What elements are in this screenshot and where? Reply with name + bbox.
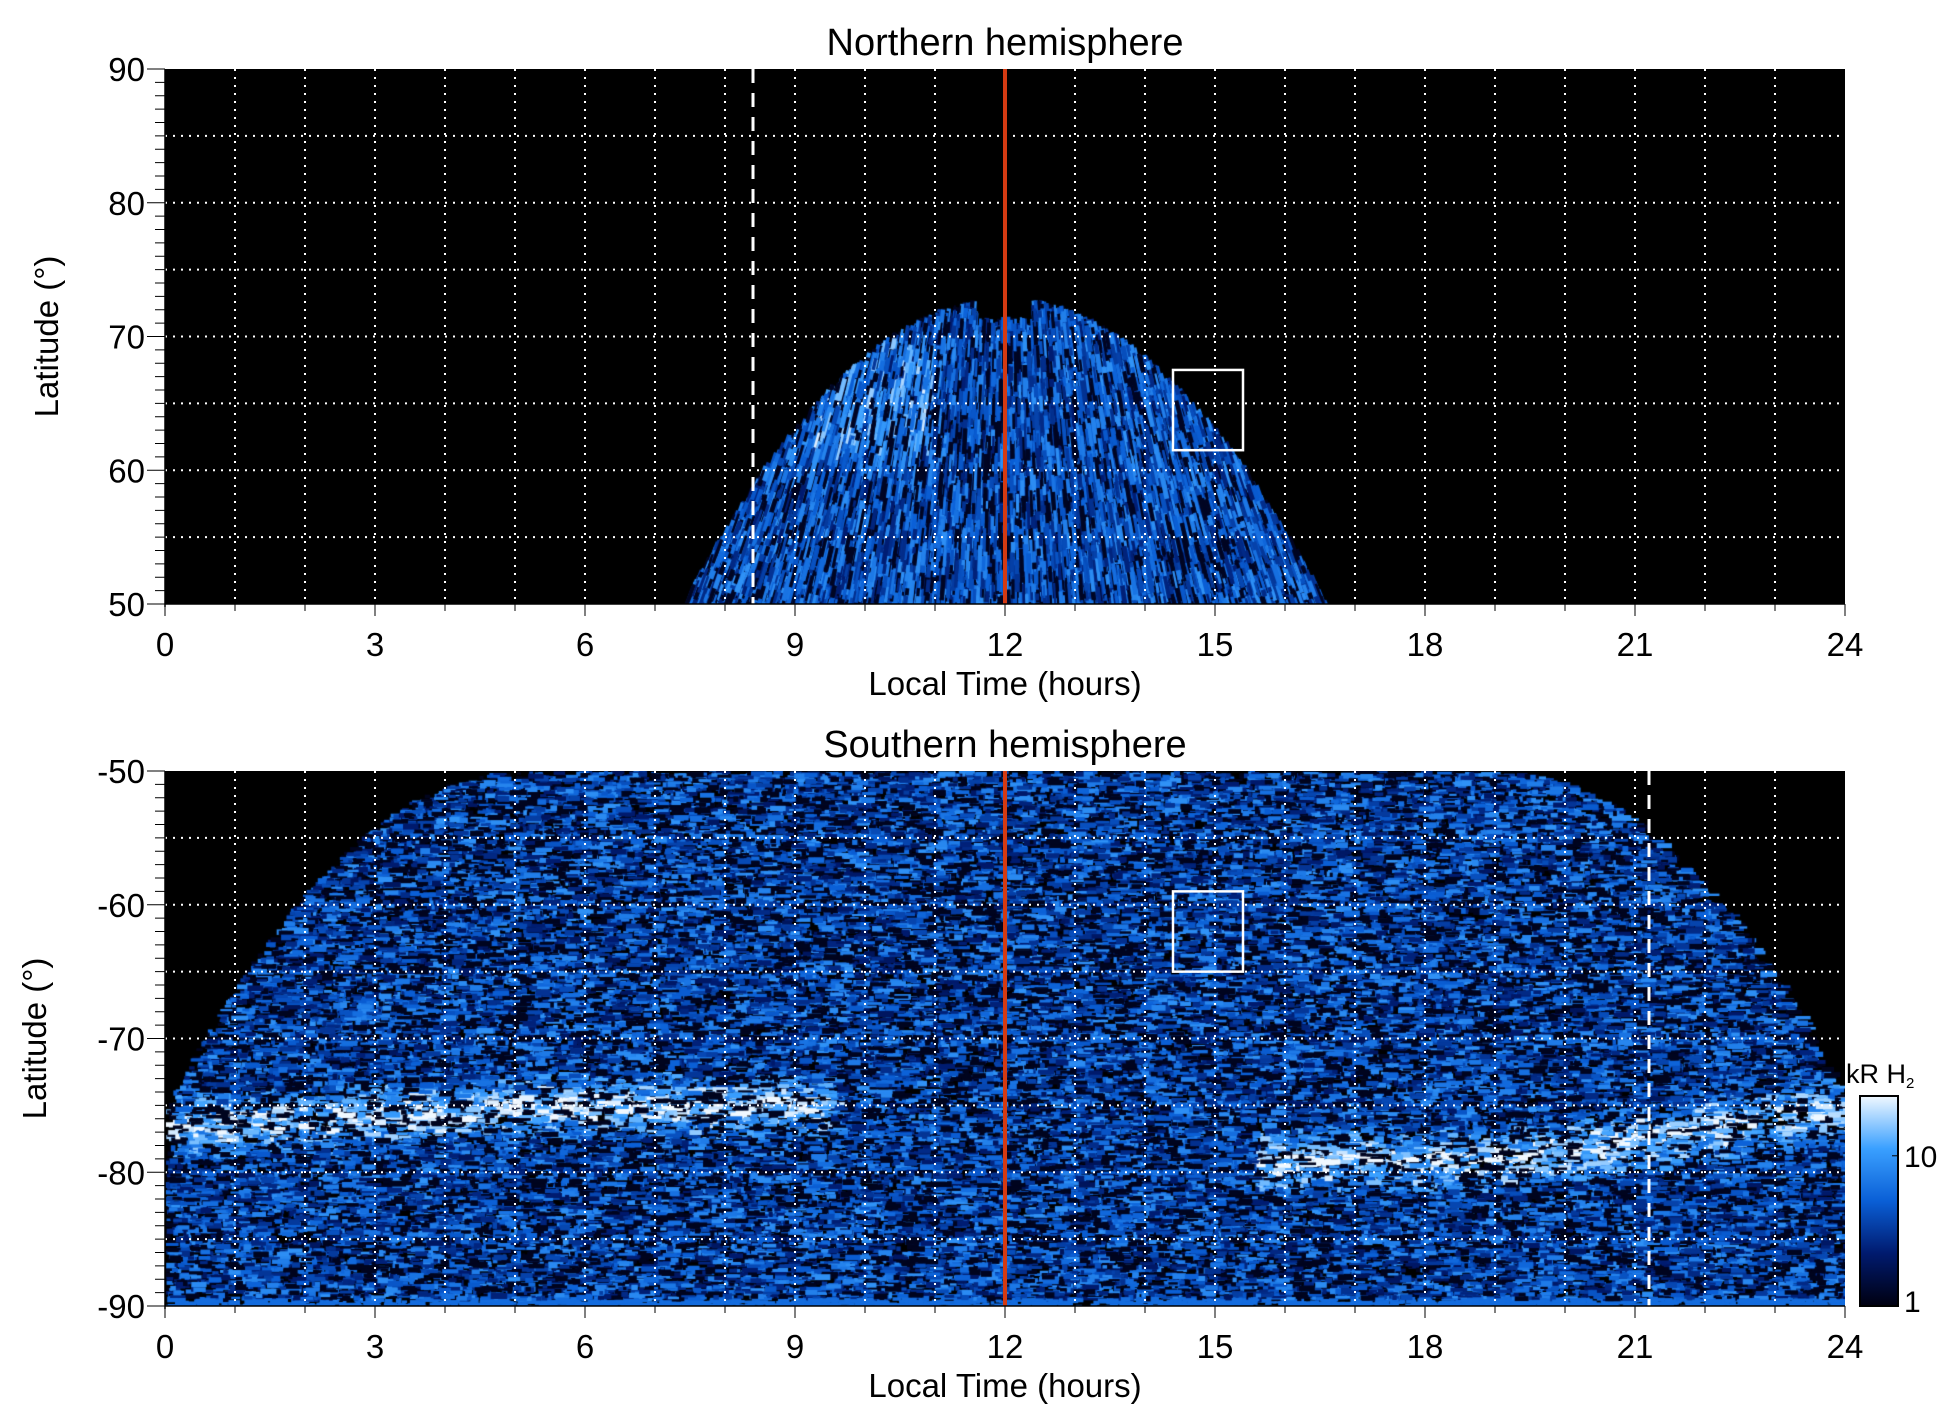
y-axis-label: Latitude (°)	[28, 256, 65, 418]
x-tick-label: 12	[987, 1328, 1024, 1365]
x-axis-label: Local Time (hours)	[868, 1367, 1141, 1404]
x-tick-label: 15	[1197, 626, 1234, 663]
y-axis-label: Latitude (°)	[16, 958, 53, 1120]
colorbar: 1 10 kR H2	[1846, 1059, 1937, 1319]
panel-title: Southern hemisphere	[823, 724, 1186, 766]
colorbar-bar	[1859, 1095, 1899, 1307]
y-tick-label: -80	[97, 1154, 145, 1191]
x-tick-label: 3	[366, 626, 384, 663]
y-tick-label: 50	[108, 586, 145, 623]
x-tick-label: 0	[156, 626, 174, 663]
x-tick-label: 6	[576, 1328, 594, 1365]
x-tick-label: 18	[1407, 626, 1444, 663]
southern-panel: 0 3 6 9 12 15 18 21 24 -90 -80 -70 -60 -50 Southern he…	[16, 724, 1863, 1404]
colorbar-tick-label: 1	[1904, 1286, 1921, 1319]
x-tick-label: 15	[1197, 1328, 1234, 1365]
y-tick-label: 80	[108, 185, 145, 222]
x-tick-label: 24	[1827, 626, 1864, 663]
x-tick-label: 24	[1827, 1328, 1864, 1365]
x-axis-label: Local Time (hours)	[868, 665, 1141, 702]
region-box	[1171, 368, 1245, 452]
colorbar-label: kR H2	[1846, 1059, 1914, 1092]
y-tick-label: -60	[97, 887, 145, 924]
panel-title: Northern hemisphere	[827, 22, 1184, 64]
y-tick-label: -70	[97, 1021, 145, 1058]
northern-panel: 0 3 6 9 12 15 18 21 24 50 60 70 80 90 Northern hemisph…	[28, 22, 1863, 702]
y-tick-label: -90	[97, 1288, 145, 1325]
x-tick-label: 9	[786, 626, 804, 663]
y-tick-label: 60	[108, 452, 145, 489]
x-tick-label: 21	[1617, 626, 1654, 663]
y-tick-label: 90	[108, 51, 145, 88]
y-tick-label: -50	[97, 753, 145, 790]
region-box	[1171, 890, 1245, 973]
x-tick-label: 3	[366, 1328, 384, 1365]
x-tick-label: 9	[786, 1328, 804, 1365]
colorbar-label-text: kR H	[1846, 1059, 1906, 1089]
x-tick-label: 12	[987, 626, 1024, 663]
x-tick-label: 21	[1617, 1328, 1654, 1365]
colorbar-tick-label: 10	[1904, 1141, 1937, 1174]
y-tick-label: 70	[108, 319, 145, 356]
x-tick-label: 6	[576, 626, 594, 663]
colorbar-label-subscript: 2	[1906, 1075, 1914, 1092]
x-tick-label: 0	[156, 1328, 174, 1365]
x-tick-label: 18	[1407, 1328, 1444, 1365]
